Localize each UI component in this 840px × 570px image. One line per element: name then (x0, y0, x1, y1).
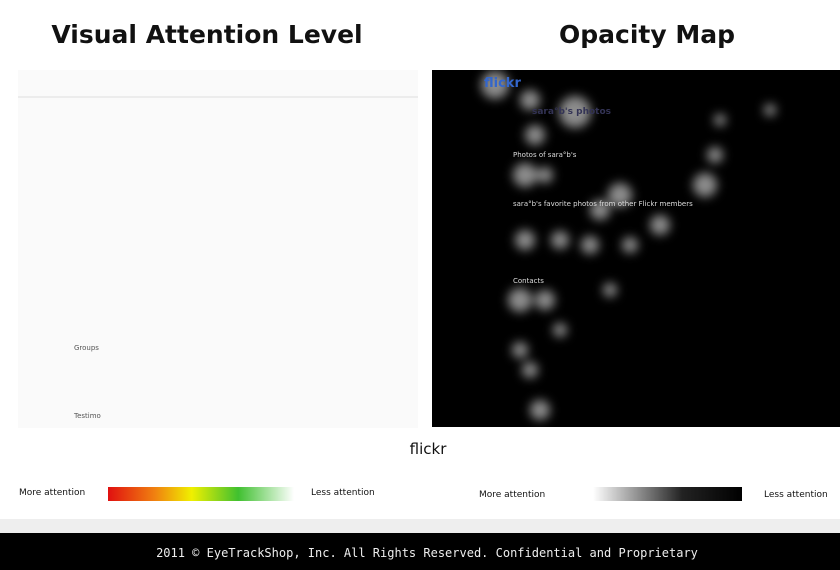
blob (693, 173, 717, 197)
blob (535, 290, 555, 310)
legend-more: More attention (19, 488, 85, 498)
legend-less: Less attention (764, 490, 828, 500)
page-text: flickr (484, 76, 521, 91)
blob (537, 167, 553, 183)
opacity-map (481, 71, 776, 420)
blob (530, 400, 550, 420)
blob (520, 90, 540, 110)
blob (707, 147, 723, 163)
footer-text: 2011 © EyeTrackShop, Inc. All Rights Res… (156, 546, 698, 560)
blob (650, 215, 670, 235)
blob (553, 323, 567, 337)
page-text: Testimo (73, 412, 101, 420)
page-text: Contacts (513, 277, 544, 285)
blob (608, 183, 632, 207)
blob (551, 231, 569, 249)
heat-scale (108, 487, 294, 501)
legend-more: More attention (479, 490, 545, 500)
left-panel: Groups Testimo (18, 70, 418, 428)
blob (522, 362, 538, 378)
blob (590, 200, 610, 220)
page-text: Photos of sara°b's (513, 151, 577, 159)
page-text: sara°b's favorite photos from other Flic… (513, 200, 693, 208)
blob (513, 163, 537, 187)
webpage-background (18, 70, 418, 428)
opacity-scale (593, 487, 742, 501)
left-title: Visual Attention Level (51, 20, 362, 49)
right-panel: flickr sara°b's photos Photos of sara°b'… (432, 70, 840, 427)
blob (714, 114, 726, 126)
blob (515, 230, 535, 250)
blob (512, 342, 528, 358)
blob (525, 125, 545, 145)
footer-bar (0, 533, 840, 570)
blob (481, 71, 509, 99)
blob (581, 236, 599, 254)
blob (508, 288, 532, 312)
blob (764, 104, 776, 116)
blob (559, 96, 591, 128)
blob (622, 237, 638, 253)
footer-strip (0, 519, 840, 533)
page-text: Groups (74, 344, 99, 352)
page-text: sara°b's photos (532, 107, 611, 117)
blob (603, 283, 617, 297)
caption: flickr (410, 440, 448, 458)
legend-less: Less attention (311, 488, 375, 498)
right-title: Opacity Map (559, 20, 735, 49)
